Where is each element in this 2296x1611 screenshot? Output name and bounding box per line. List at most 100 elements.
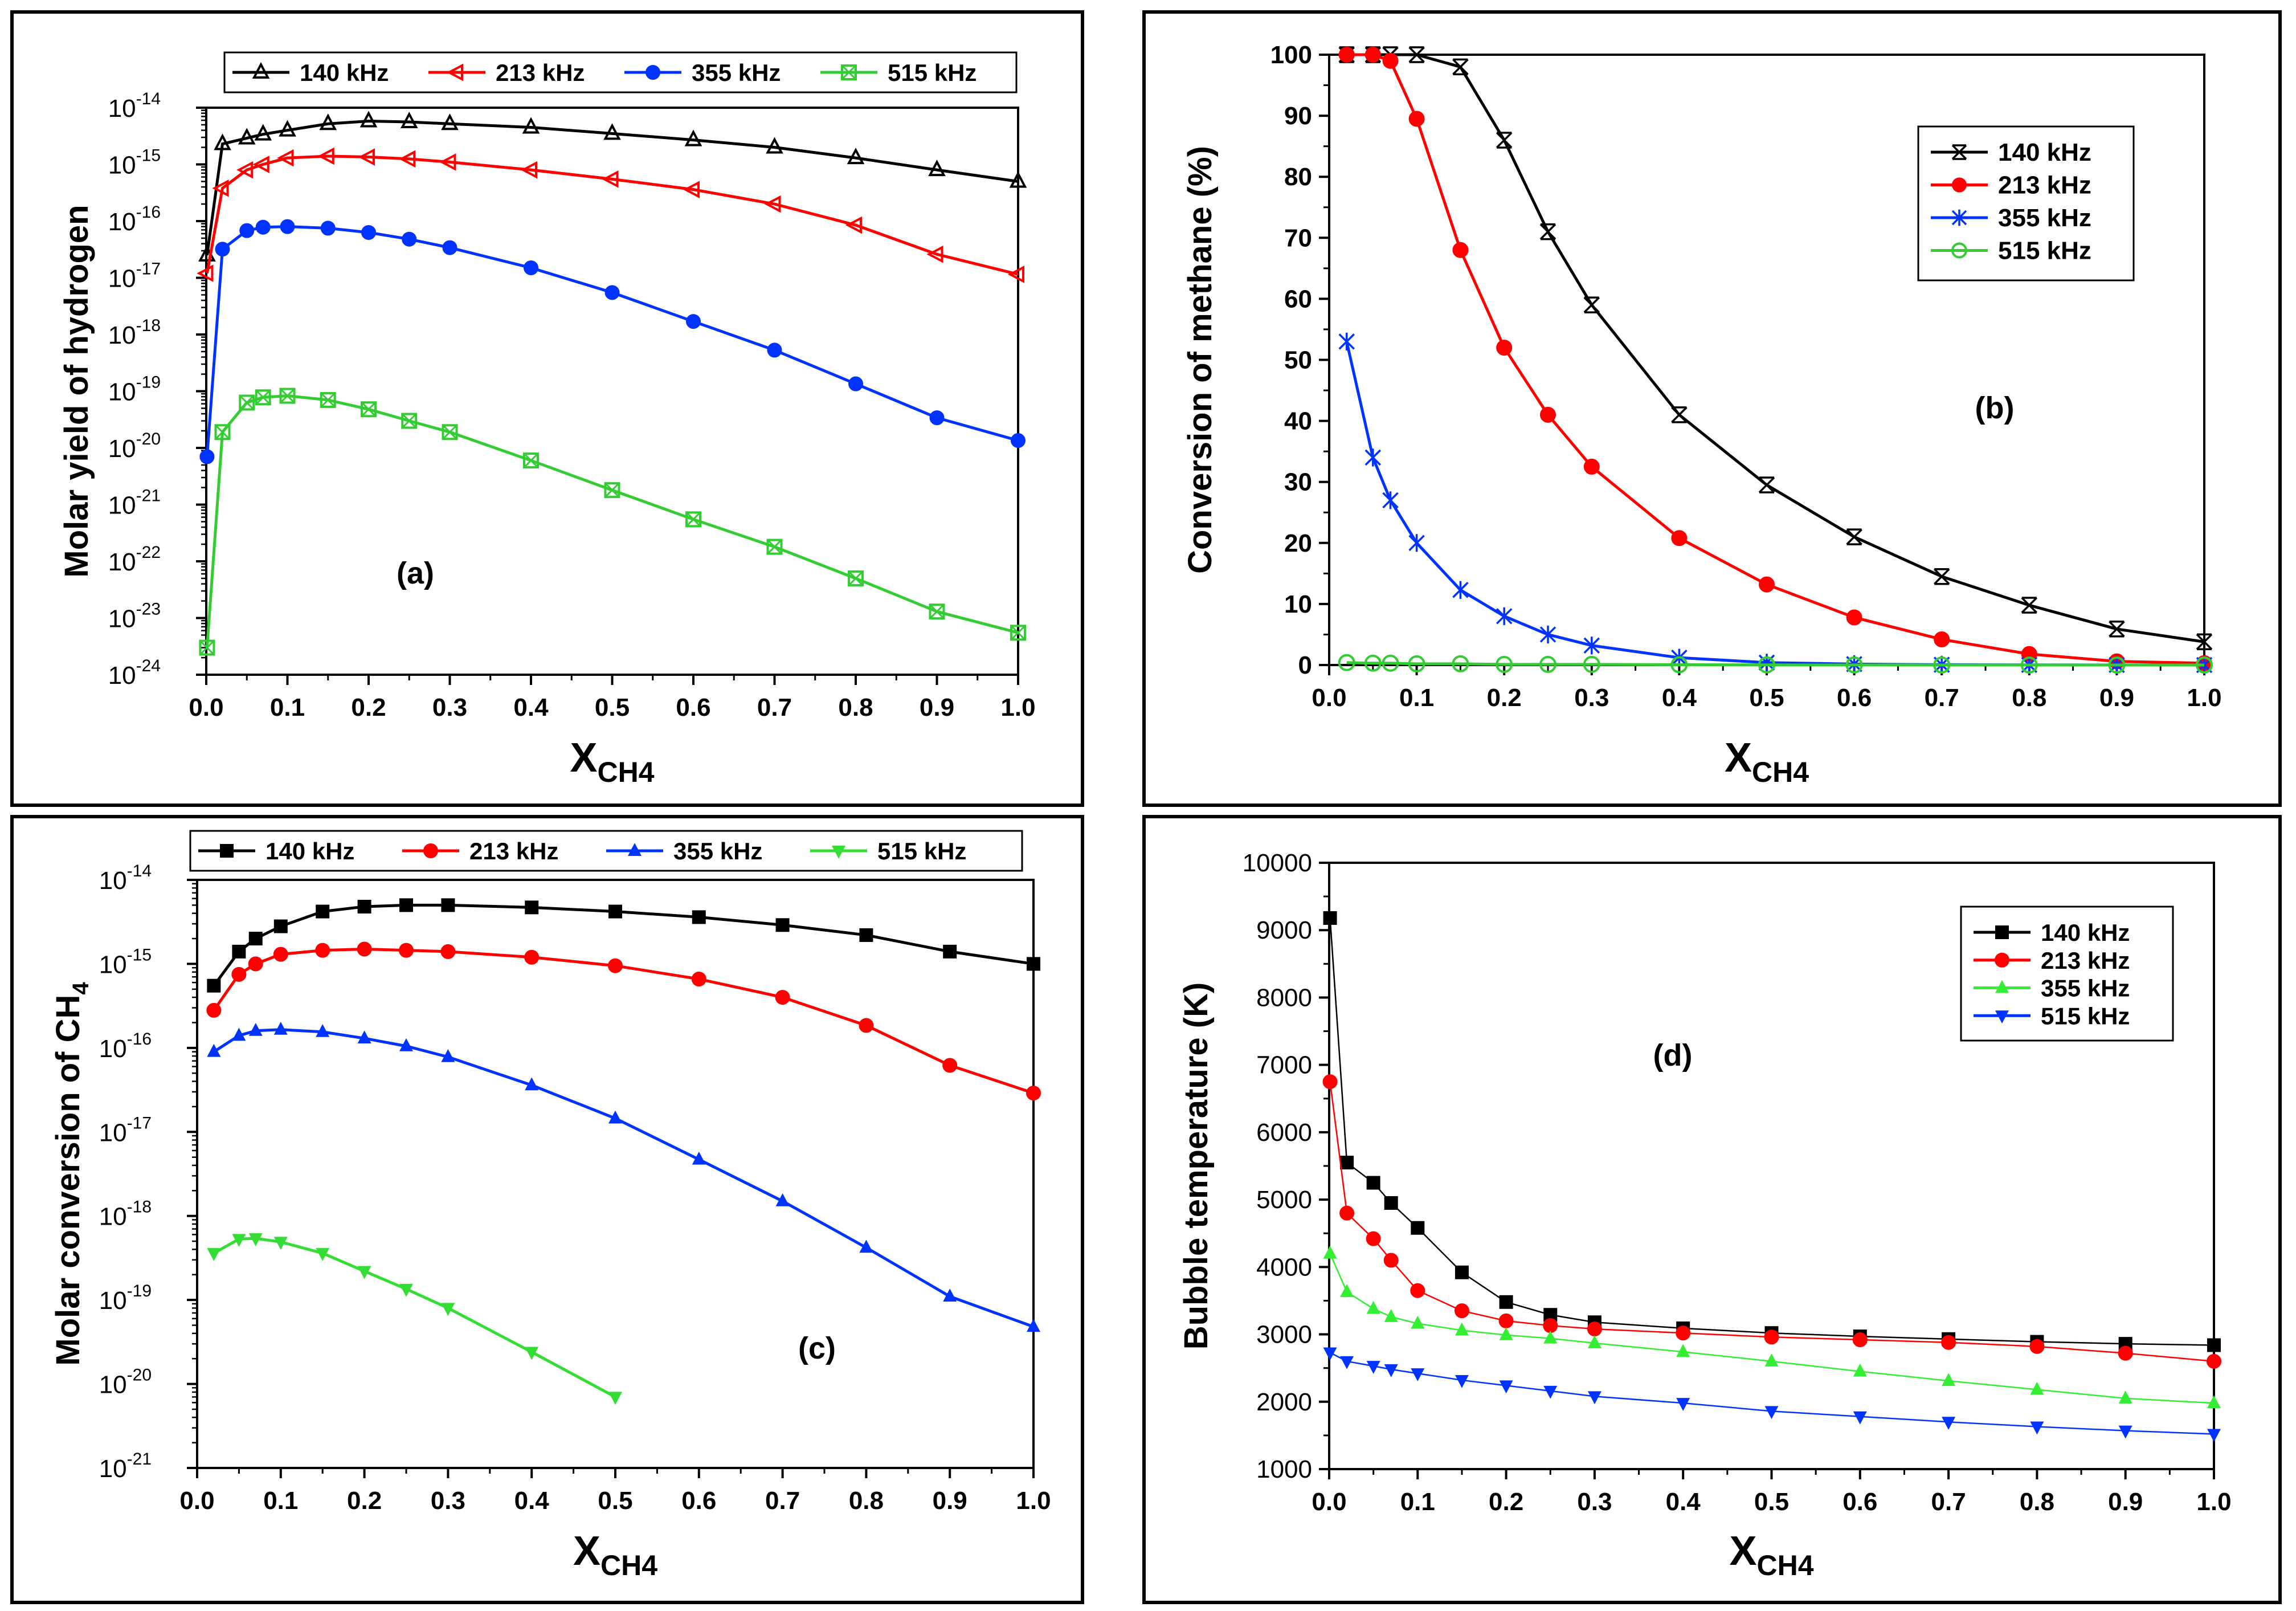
marker [1543,1318,1558,1333]
y-tick-exponent: -14 [127,862,152,880]
x-tick-label: 0.8 [2020,1488,2054,1516]
chart-b: 0.0 0.1 0.2 0.3 0.4 0.5 0.6 0.7 0.8 0.9 1.0 0 10 20 30… [1182,41,2222,788]
marker [1676,1325,1691,1341]
y-tick-label: 10-21 [108,487,161,520]
marker [1323,1347,1337,1361]
marker [232,1027,246,1041]
marker [1452,58,1469,76]
legend-label: 140 kHz [2041,919,2130,946]
marker [684,129,702,146]
marker-cross [239,395,255,410]
marker [1323,911,1337,925]
marker-cross [1010,625,1026,641]
x-tick-label: 0.4 [514,1487,550,1515]
marker [207,1248,221,1261]
marker [439,153,456,171]
marker [1383,1253,1399,1268]
y-tick-label: 80 [1284,163,1312,191]
marker [248,932,263,946]
marker-cross [320,392,336,407]
y-axis-title: Conversion of methane (%) [1182,146,1219,574]
marker [207,978,221,993]
y-tick-label: 10-17 [108,260,161,293]
marker [316,1023,330,1037]
marker [775,918,790,932]
legend-label: 213 kHz [1998,172,2091,199]
marker [1026,1086,1041,1101]
marker [1941,1335,1956,1350]
series-line [1329,1253,2215,1404]
marker [2118,1425,2132,1439]
marker [357,941,372,957]
panel-b: 0.0 0.1 0.2 0.3 0.4 0.5 0.6 0.7 0.8 0.9 1.0 0 10 20 30… [1142,10,2282,807]
marker [399,943,414,958]
marker [766,137,783,154]
marker [277,149,294,167]
y-tick-exponent: -15 [127,945,152,964]
marker [357,1266,371,1279]
marker [1587,1391,1602,1405]
y-axis-title-subscript: 4 [68,982,93,995]
marker [1366,1300,1380,1314]
marker [1011,433,1026,448]
marker [248,1022,263,1036]
y-tick-label: 100 [1270,41,1312,69]
marker [199,639,215,656]
marker [214,133,231,150]
y-tick-exponent: -17 [127,1114,152,1132]
marker [232,944,246,959]
y-tick-label: 50 [1284,346,1312,374]
marker [832,846,845,859]
marker [212,179,229,197]
legend-item: 140 kHz [198,838,354,864]
marker [1323,1245,1337,1259]
marker [402,231,417,247]
legend: 140 kHz 213 kHz 355 kHz 515 kHz [1917,125,2135,282]
marker-cross [685,512,701,527]
y-tick-exponent: -17 [136,260,161,279]
marker [928,160,946,177]
marker-cross [280,388,295,403]
marker [685,511,701,528]
legend-item: 213 kHz [428,59,585,86]
marker [1758,476,1775,494]
marker [841,64,857,80]
legend-item: 213 kHz [1974,947,2130,974]
x-tick-label: 0.7 [765,1487,800,1515]
y-tick-label: 10-18 [108,316,161,349]
legend-label: 213 kHz [496,59,585,86]
marker [523,452,539,469]
marker [320,221,336,236]
series-line [213,1028,1034,1328]
marker [215,242,230,257]
marker [1366,1176,1380,1190]
marker [603,123,621,140]
panel-label: (b) [1975,391,2015,425]
y-axis: 1000 2000 3000 4000 5000 6000 7000 8000 9000 1000… [1243,849,1329,1483]
y-axis: 0 10 20 30 40 50 60 70 80 90 100 [1270,41,1329,679]
marker [1852,1332,1868,1348]
x-tick-label: 0.0 [189,694,223,721]
marker [1587,1335,1602,1348]
y-tick-label: 10-17 [99,1114,152,1147]
marker [767,342,782,358]
marker-cross [841,64,857,80]
x-tick-label: 1.0 [1000,694,1035,721]
marker [400,111,418,129]
marker-cross [255,390,271,405]
marker [279,388,296,404]
x-tick-label: 1.0 [2196,1488,2231,1516]
chart-d: 0.0 0.1 0.2 0.3 0.4 0.5 0.6 0.7 0.8 0.9 1.0 1000 200… [1178,849,2232,1581]
x-tick-label: 0.5 [595,694,630,721]
legend-label: 355 kHz [692,59,781,86]
y-tick-exponent: -15 [136,146,161,165]
marker [1583,655,1600,673]
y-axis-title: Molar yield of hydrogen [58,205,95,577]
marker [236,161,254,179]
legend-label: 213 kHz [469,838,558,864]
marker [1499,1295,1513,1309]
legend-item: 515 kHz [1974,1002,2130,1029]
marker [1942,1417,1956,1430]
y-tick-label: 60 [1284,285,1312,313]
panel-a: 0.0 0.1 0.2 0.3 0.4 0.5 0.6 0.7 0.8 0.9 1.0 10-14 10… [10,10,1084,807]
